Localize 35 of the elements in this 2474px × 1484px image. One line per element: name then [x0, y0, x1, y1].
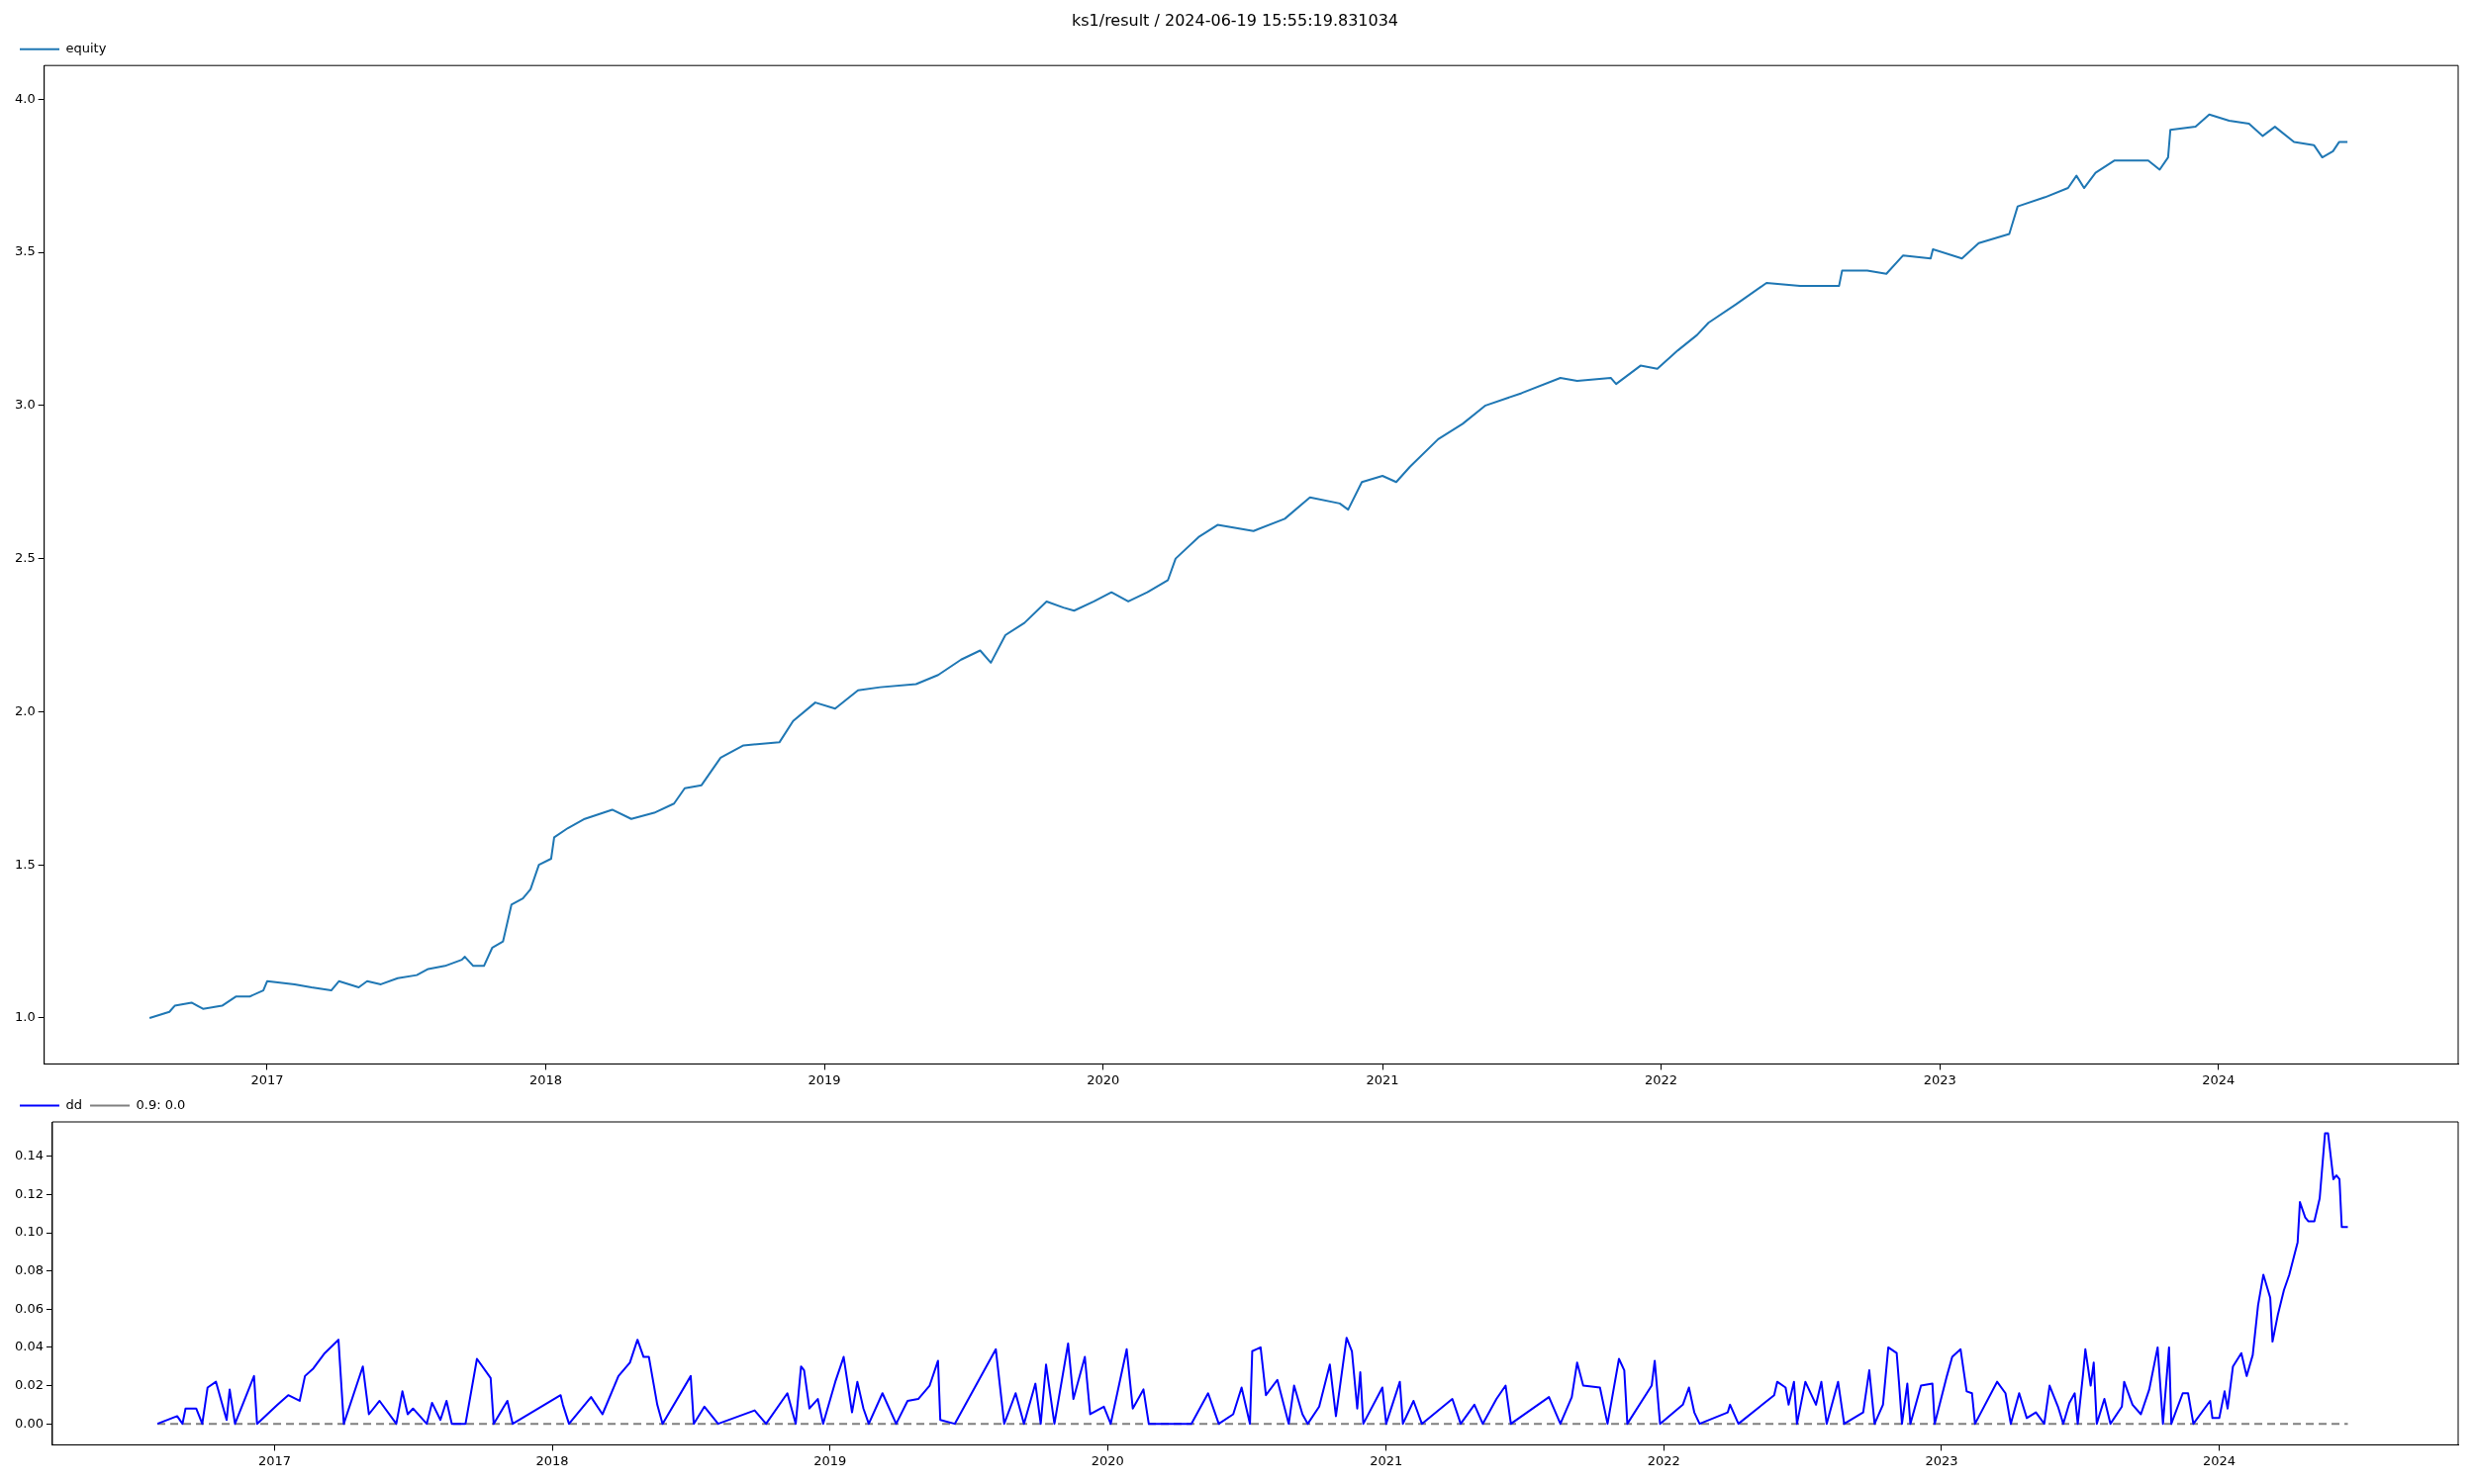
- y-tick-label: 0.02: [14, 1376, 44, 1392]
- y-tick-label: 3.5: [14, 243, 36, 259]
- y-tick-label: 2.5: [14, 549, 36, 565]
- y-tick-label: 1.0: [14, 1009, 36, 1025]
- x-tick-label: 2023: [1923, 1071, 1956, 1087]
- y-tick-label: 0.06: [14, 1300, 44, 1316]
- x-tick-label: 2024: [2202, 1071, 2236, 1087]
- x-tick-label: 2020: [1087, 1071, 1120, 1087]
- x-tick-label: 2017: [257, 1452, 291, 1468]
- x-tick-label: 2021: [1366, 1071, 1399, 1087]
- y-tick-label: 2.0: [14, 702, 36, 718]
- legend-label: dd: [65, 1096, 83, 1112]
- legend-label: equity: [65, 41, 107, 56]
- y-tick-label: 1.5: [14, 856, 36, 872]
- y-tick-label: 4.0: [14, 90, 36, 106]
- x-tick-label: 2019: [808, 1071, 841, 1087]
- y-tick-label: 0.14: [14, 1148, 44, 1163]
- x-tick-label: 2022: [1647, 1452, 1680, 1468]
- x-tick-label: 2024: [2203, 1452, 2236, 1468]
- x-tick-label: 2017: [250, 1071, 284, 1087]
- y-tick-label: 0.04: [14, 1339, 44, 1354]
- x-tick-label: 2023: [1925, 1452, 1958, 1468]
- chart-title: ks1/result / 2024-06-19 15:55:19.831034: [1071, 10, 1399, 30]
- x-tick-label: 2018: [528, 1071, 563, 1087]
- x-tick-label: 2020: [1091, 1452, 1124, 1468]
- x-tick-label: 2018: [535, 1452, 569, 1468]
- y-tick-label: 0.10: [14, 1224, 44, 1240]
- y-tick-label: 0.12: [14, 1185, 44, 1201]
- y-tick-label: 0.00: [14, 1415, 44, 1431]
- x-tick-label: 2019: [813, 1452, 847, 1468]
- x-tick-label: 2022: [1645, 1071, 1678, 1087]
- x-tick-label: 2021: [1370, 1452, 1403, 1468]
- y-tick-label: 3.0: [14, 397, 36, 413]
- y-tick-label: 0.08: [14, 1262, 44, 1278]
- legend-label: 0.9: 0.0: [136, 1096, 186, 1112]
